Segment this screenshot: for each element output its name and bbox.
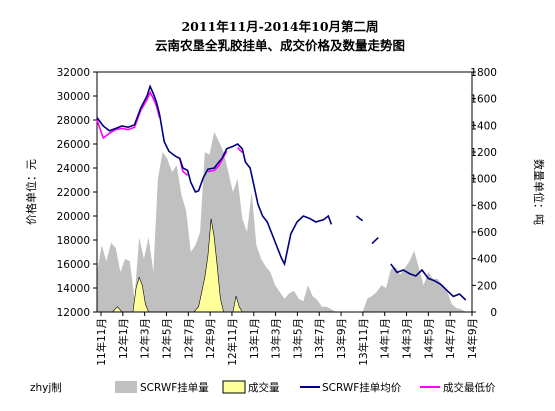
right-tick-label: 1400 [470,120,497,132]
x-tick-label: 14年5月 [422,318,435,359]
x-tick-label: 13年1月 [248,318,261,359]
left-y-axis-label: 价格单位：元 [24,159,38,225]
x-tick-label: 12年1月 [117,318,130,359]
legend-label-min-price: 成交最低价 [443,381,496,394]
left-tick-label: 24000 [57,163,90,175]
legend-prefix: zhyj制 [30,381,62,394]
left-tick-label: 22000 [57,187,90,199]
right-tick-label: 400 [477,254,497,266]
x-tick-label: 12年7月 [182,318,195,359]
left-tick-label: 18000 [57,235,90,247]
plot-frame [96,71,473,313]
legend-swatch-order-volume [115,381,137,393]
left-tick-label: 20000 [57,211,90,223]
x-tick-label: 13年11月 [357,318,370,366]
x-tick-label: 14年3月 [401,318,414,359]
right-tick-label: 0 [490,307,497,319]
x-tick-label: 13年5月 [291,318,304,359]
series-line-min-deal-price [96,90,243,176]
x-tick-label: 13年9月 [335,318,348,359]
chart-title-line2: 云南农垦全乳胶挂单、成交价格及数量走势图 [155,38,405,53]
chart-title-line1: 2011年11月-2014年10月第二周 [181,19,378,34]
right-y-axis-label: 数量单位：吨 [532,159,546,225]
left-tick-label: 32000 [57,67,90,79]
legend-label-avg-price: SCRWF挂单均价 [322,381,402,394]
left-tick-label: 14000 [57,283,90,295]
x-axis-ticks: 11年11月 12年1月 12年3月 12年5月 12年7月 12年9月 12年11月 13年… [95,312,479,366]
series-area-order-volume [97,132,466,312]
right-tick-label: 1200 [470,147,497,159]
x-tick-label: 12年3月 [139,318,152,359]
legend-label-deal-volume: 成交量 [248,381,280,394]
right-tick-label: 800 [477,200,497,212]
left-tick-label: 30000 [57,91,90,103]
legend-label-order-volume: SCRWF挂单量 [140,381,209,394]
x-tick-label: 11年11月 [95,318,108,366]
left-y-axis-ticks: 12000 14000 16000 18000 20000 22000 24000 26000… [57,67,97,319]
legend: zhyj制 SCRWF挂单量 成交量 SCRWF挂单均价 成交最低价 [30,380,496,394]
right-tick-label: 200 [477,280,497,292]
x-tick-label: 14年1月 [379,318,392,359]
legend-swatch-deal-volume [222,380,246,394]
left-tick-label: 26000 [57,139,90,151]
left-tick-label: 16000 [57,259,90,271]
right-tick-label: 600 [477,227,497,239]
x-tick-label: 13年7月 [313,318,326,359]
right-tick-label: 1600 [470,94,497,106]
x-tick-label: 12年11月 [226,318,239,366]
plot-area [96,71,473,313]
right-y-axis-ticks: 0 200 400 600 800 1000 1200 1400 1600 1800 [470,67,497,319]
left-tick-label: 12000 [57,307,90,319]
x-tick-label: 12年9月 [204,318,217,359]
x-tick-label: 13年3月 [270,318,283,359]
series-line-avg-order-price [96,84,467,301]
series-area-deal-volume [97,218,466,313]
x-tick-label: 14年9月 [466,318,479,359]
right-tick-label: 1800 [470,67,497,79]
right-tick-label: 1000 [470,174,497,186]
left-tick-label: 28000 [57,115,90,127]
x-tick-label: 14年7月 [444,318,457,359]
x-tick-label: 12年5月 [160,318,173,359]
